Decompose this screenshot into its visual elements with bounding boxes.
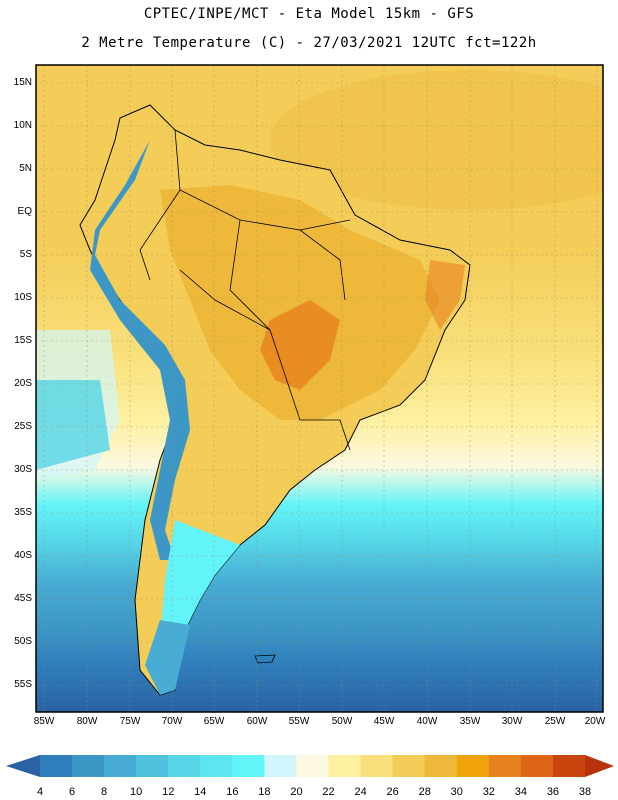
lon-label: 20W <box>584 716 606 727</box>
colorbar-cell <box>40 755 73 777</box>
lon-label: 85W <box>33 716 55 727</box>
colorbar-tick-label: 10 <box>130 786 143 798</box>
colorbar-tick-label: 16 <box>226 786 239 798</box>
colorbar-tick-label: 38 <box>578 786 592 798</box>
lat-label: 35S <box>14 507 32 518</box>
lon-label: 25W <box>544 716 566 727</box>
lat-label: 10N <box>13 120 32 131</box>
title-line-1: CPTEC/INPE/MCT - Eta Model 15km - GFS <box>143 6 475 22</box>
northeast-hot <box>425 260 465 330</box>
lat-label: 55S <box>14 679 32 690</box>
colorbar-cell <box>232 755 265 777</box>
colorbar-cell <box>168 755 201 777</box>
lon-label: 55W <box>288 716 310 727</box>
colorbar-cell <box>424 755 458 777</box>
lon-label: 40W <box>416 716 438 727</box>
colorbar-cell <box>328 755 362 777</box>
lat-label: 5S <box>19 249 32 260</box>
lon-label: 30W <box>501 716 523 727</box>
colorbar-tick-label: 14 <box>194 786 207 798</box>
lon-label: 50W <box>331 716 353 727</box>
lon-label: 60W <box>246 716 268 727</box>
colorbar-cell <box>520 755 554 777</box>
country-borders <box>139 129 351 451</box>
lon-label: 35W <box>459 716 481 727</box>
patagonia-south <box>145 620 190 695</box>
hottest-core <box>260 300 340 390</box>
lon-label: 80W <box>76 716 98 727</box>
lat-label: 30S <box>14 464 32 475</box>
lat-label: EQ <box>17 206 32 217</box>
colorbar-tick-label: 6 <box>68 786 76 798</box>
lat-label: 15N <box>13 77 32 88</box>
colorbar-tick-label: 12 <box>162 786 175 798</box>
colorbar-cell <box>200 755 233 777</box>
colorbar-cell <box>552 755 586 777</box>
colorbar-cell <box>360 755 394 777</box>
title-line-2: 2 Metre Temperature (C) - 27/03/2021 12U… <box>81 35 537 51</box>
lon-label: 75W <box>119 716 141 727</box>
ocean-warm-band <box>270 70 603 210</box>
map-frame <box>35 64 604 713</box>
andes-cold-ridge <box>90 140 190 560</box>
lat-label: 5N <box>19 163 32 174</box>
colorbar-tick-label: 32 <box>482 786 495 798</box>
colorbar-tick-label: 34 <box>514 786 527 798</box>
colorbar-cell <box>264 755 297 777</box>
colorbar-cell <box>72 755 105 777</box>
colorbar-low-arrow <box>6 755 40 777</box>
colorbar-tick-label: 36 <box>546 786 560 798</box>
lon-label: 70W <box>161 716 183 727</box>
lat-label: 25S <box>14 421 32 432</box>
colorbar-cell <box>488 755 522 777</box>
lat-label: 10S <box>14 292 32 303</box>
colorbar-tick-label: 26 <box>386 786 399 798</box>
colorbar-cell <box>136 755 169 777</box>
colorbar-cell <box>392 755 426 777</box>
lat-label: 40S <box>14 550 32 561</box>
lat-label: 20S <box>14 378 32 389</box>
colorbar-tick-label: 20 <box>290 786 303 798</box>
map-plot-area <box>36 65 603 712</box>
lat-label: 45S <box>14 593 32 604</box>
lon-label: 65W <box>203 716 225 727</box>
colorbar-tick-label: 18 <box>258 786 271 798</box>
colorbar-cell <box>456 755 490 777</box>
colorbar-tick-label: 24 <box>354 786 367 798</box>
colorbar-cell <box>104 755 137 777</box>
lat-label: 50S <box>14 636 32 647</box>
colorbar-high-arrow <box>585 755 614 777</box>
colorbar-tick-label: 28 <box>418 786 431 798</box>
lon-label: 45W <box>373 716 395 727</box>
colorbar-cell <box>296 755 330 777</box>
hot-interior <box>160 185 440 420</box>
colorbar <box>6 755 614 777</box>
lat-label: 15S <box>14 335 32 346</box>
pacific-cold-zone <box>36 380 110 470</box>
colorbar-tick-label: 30 <box>450 786 463 798</box>
colorbar-tick-label: 8 <box>101 786 108 798</box>
colorbar-tick-label: 22 <box>322 786 335 798</box>
colorbar-tick-label: 4 <box>36 786 44 798</box>
